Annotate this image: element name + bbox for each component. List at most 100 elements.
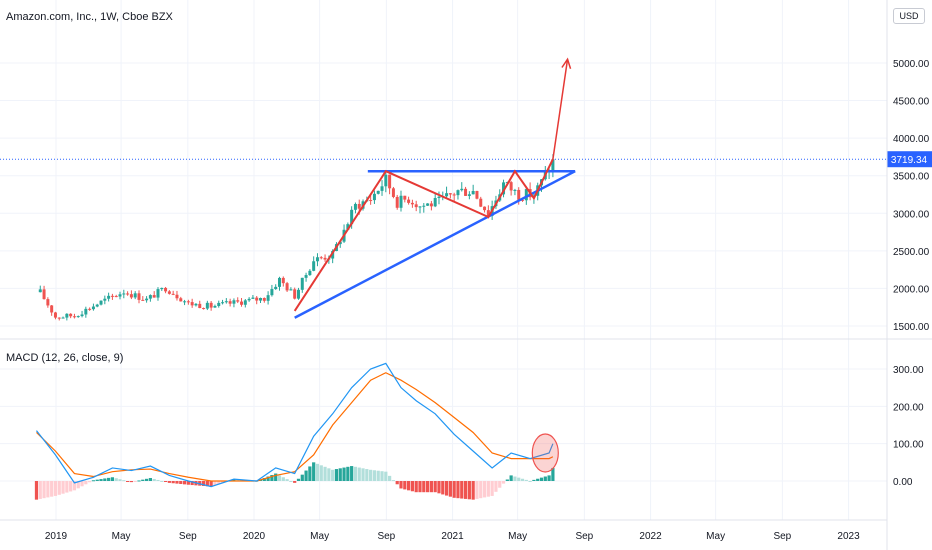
macd-histogram-bar bbox=[289, 481, 293, 482]
macd-histogram-bar bbox=[69, 481, 73, 492]
macd-histogram-bar bbox=[407, 481, 411, 491]
time-tick-label: Sep bbox=[179, 531, 197, 542]
candle-body bbox=[384, 174, 388, 187]
price-tick-label: 3000.00 bbox=[893, 209, 930, 220]
candle-body bbox=[255, 297, 259, 301]
time-tick-label: 2019 bbox=[45, 531, 68, 542]
macd-histogram-bar bbox=[38, 481, 42, 499]
macd-histogram-bar bbox=[376, 470, 380, 481]
macd-histogram-bar bbox=[61, 481, 65, 494]
candle-body bbox=[486, 210, 490, 216]
candle-body bbox=[183, 301, 187, 303]
candle-body bbox=[502, 182, 506, 195]
macd-histogram-bar bbox=[137, 480, 141, 482]
macd-histogram-bar bbox=[76, 481, 80, 489]
candle-body bbox=[103, 298, 107, 301]
macd-histogram-bar bbox=[319, 465, 323, 481]
macd-histogram-bar bbox=[118, 479, 122, 481]
candle-body bbox=[57, 317, 61, 319]
price-tick-label: 5000.00 bbox=[893, 59, 930, 70]
macd-histogram-bar bbox=[239, 479, 244, 481]
macd-histogram-bar bbox=[141, 479, 145, 481]
macd-histogram-bar bbox=[107, 477, 111, 481]
candle-body bbox=[72, 316, 76, 318]
macd-line bbox=[35, 362, 554, 488]
macd-histogram-bar bbox=[209, 481, 213, 487]
price-axis[interactable]: 1500.00 2000.00 2500.00 3000.00 3500.00 4000.… bbox=[887, 59, 932, 333]
candle-body bbox=[422, 205, 426, 207]
macd-histogram-bar bbox=[357, 467, 361, 481]
macd-histogram-bar bbox=[494, 481, 498, 492]
candle-body bbox=[308, 270, 312, 276]
candle-body bbox=[259, 298, 263, 301]
macd-histogram-bar bbox=[399, 481, 403, 489]
macd-histogram-bar bbox=[129, 481, 134, 483]
candle-body bbox=[42, 289, 46, 300]
macd-histogram-bar bbox=[414, 481, 418, 493]
candle-body bbox=[129, 294, 133, 298]
candle-body bbox=[213, 305, 217, 308]
macd-histogram-bar bbox=[509, 475, 513, 481]
candle-body bbox=[228, 301, 232, 304]
highlight-circle bbox=[531, 433, 559, 473]
candle-body bbox=[266, 295, 270, 301]
macd-histogram-bar bbox=[422, 481, 426, 493]
macd-histogram-bar bbox=[471, 481, 475, 500]
candle-body bbox=[167, 291, 171, 294]
candle-body bbox=[88, 308, 92, 310]
macd-histogram-bar bbox=[323, 466, 327, 481]
price-tick-label: 2000.00 bbox=[893, 284, 930, 295]
candle-body bbox=[460, 188, 464, 191]
time-tick-label: May bbox=[310, 531, 329, 542]
macd-histogram-bar bbox=[486, 481, 490, 497]
macd-histogram-bar bbox=[425, 481, 430, 493]
candle-body bbox=[426, 203, 430, 206]
candle-body bbox=[437, 196, 441, 199]
macd-histogram-bar bbox=[456, 481, 460, 499]
macd-histogram-bar bbox=[467, 481, 471, 500]
time-tick-label: 2023 bbox=[837, 531, 860, 542]
candle-body bbox=[376, 190, 380, 194]
candle-body bbox=[118, 294, 122, 297]
candle-body bbox=[114, 296, 118, 298]
macd-histogram-bar bbox=[479, 481, 483, 499]
candle-body bbox=[236, 300, 240, 302]
candle-body bbox=[467, 194, 471, 196]
macd-histogram-bar bbox=[551, 467, 555, 481]
macd-axis[interactable]: 0.00 100.00 200.00 300.00 bbox=[893, 365, 924, 488]
time-axis[interactable]: 2019 May Sep 2020 May Sep 2021 May Sep 2022 May Sep… bbox=[0, 0, 888, 550]
macd-histogram-bar bbox=[232, 479, 236, 481]
macd-histogram-bar bbox=[103, 478, 107, 481]
macd-histogram-bar bbox=[186, 481, 190, 485]
time-tick-label: 2020 bbox=[243, 531, 266, 542]
macd-histogram-bar bbox=[163, 481, 168, 482]
candle-body bbox=[164, 287, 168, 292]
candle-body bbox=[483, 206, 487, 211]
macd-histogram-bar bbox=[171, 481, 175, 484]
macd-histogram-bar bbox=[179, 481, 183, 484]
macd-histogram-bar bbox=[122, 480, 126, 482]
candle-body bbox=[410, 202, 414, 205]
candle-body bbox=[160, 287, 164, 290]
candle-body bbox=[69, 313, 73, 317]
candle-body bbox=[296, 289, 300, 299]
price-tick-label: 4500.00 bbox=[893, 97, 930, 108]
signal-line bbox=[36, 372, 554, 482]
candle-body bbox=[372, 193, 376, 201]
macd-histogram-bar bbox=[201, 481, 206, 486]
time-tick-label: Sep bbox=[377, 531, 395, 542]
candle-body bbox=[551, 159, 555, 171]
time-tick-label: May bbox=[706, 531, 725, 542]
macd-histogram-bar bbox=[384, 471, 388, 481]
candle-body bbox=[353, 203, 357, 210]
macd-histogram-bar bbox=[152, 478, 156, 481]
macd-histogram-bar bbox=[536, 478, 540, 481]
currency-selector[interactable]: USD bbox=[893, 8, 925, 24]
macd-histogram-bar bbox=[391, 480, 396, 482]
time-tick-label: May bbox=[508, 531, 527, 542]
macd-histogram-bar bbox=[463, 481, 468, 499]
macd-tick-label: 200.00 bbox=[893, 402, 924, 413]
macd-histogram-bar bbox=[524, 479, 528, 481]
macd-histogram-bar bbox=[532, 479, 536, 481]
macd-histogram-bar bbox=[369, 469, 373, 481]
